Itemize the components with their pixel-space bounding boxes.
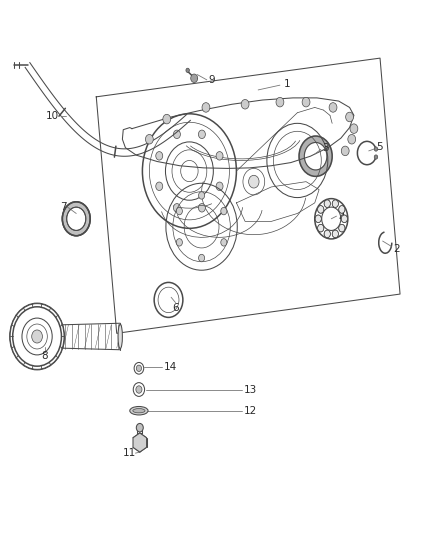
Text: 13: 13 xyxy=(244,384,258,394)
Text: 3: 3 xyxy=(322,143,329,153)
Circle shape xyxy=(374,147,378,151)
Circle shape xyxy=(221,239,227,246)
Circle shape xyxy=(186,68,189,72)
Text: 14: 14 xyxy=(164,362,177,372)
Circle shape xyxy=(374,155,378,159)
Circle shape xyxy=(221,207,227,215)
Circle shape xyxy=(191,74,198,83)
Circle shape xyxy=(341,215,347,223)
Circle shape xyxy=(173,204,180,212)
Text: 2: 2 xyxy=(393,244,400,254)
Circle shape xyxy=(318,224,324,232)
Text: 1: 1 xyxy=(283,78,290,88)
Circle shape xyxy=(145,134,153,144)
Circle shape xyxy=(198,192,205,199)
Circle shape xyxy=(163,114,171,124)
Circle shape xyxy=(324,200,330,207)
Circle shape xyxy=(173,130,180,139)
Text: 12: 12 xyxy=(244,406,258,416)
Circle shape xyxy=(202,103,210,112)
Circle shape xyxy=(241,100,249,109)
Circle shape xyxy=(350,124,358,133)
Text: 9: 9 xyxy=(208,75,215,85)
Circle shape xyxy=(136,365,141,372)
Text: 4: 4 xyxy=(338,213,345,223)
Text: 8: 8 xyxy=(42,351,48,361)
Ellipse shape xyxy=(118,324,122,349)
Text: 6: 6 xyxy=(172,303,179,312)
Circle shape xyxy=(177,207,182,215)
Circle shape xyxy=(339,206,345,213)
Text: 5: 5 xyxy=(377,142,383,152)
Text: 10: 10 xyxy=(46,111,59,121)
Circle shape xyxy=(136,423,143,432)
Circle shape xyxy=(198,204,205,212)
Circle shape xyxy=(249,175,259,188)
Circle shape xyxy=(318,206,324,213)
Circle shape xyxy=(216,182,223,190)
Polygon shape xyxy=(133,433,147,452)
Circle shape xyxy=(332,200,339,207)
Circle shape xyxy=(332,230,339,238)
Ellipse shape xyxy=(130,407,148,415)
Circle shape xyxy=(324,230,330,238)
Circle shape xyxy=(177,239,182,246)
Circle shape xyxy=(315,215,321,223)
Text: 11: 11 xyxy=(123,448,137,458)
Circle shape xyxy=(341,146,349,156)
Circle shape xyxy=(339,224,345,232)
Circle shape xyxy=(156,151,163,160)
Circle shape xyxy=(136,386,142,393)
Circle shape xyxy=(329,103,337,112)
Circle shape xyxy=(198,130,205,139)
Circle shape xyxy=(346,112,353,122)
Ellipse shape xyxy=(133,409,145,413)
Circle shape xyxy=(302,98,310,107)
Circle shape xyxy=(216,151,223,160)
Circle shape xyxy=(276,98,284,107)
Circle shape xyxy=(156,182,163,190)
Circle shape xyxy=(348,134,356,144)
Circle shape xyxy=(32,330,42,343)
Text: 7: 7 xyxy=(60,202,67,212)
Circle shape xyxy=(198,254,205,262)
